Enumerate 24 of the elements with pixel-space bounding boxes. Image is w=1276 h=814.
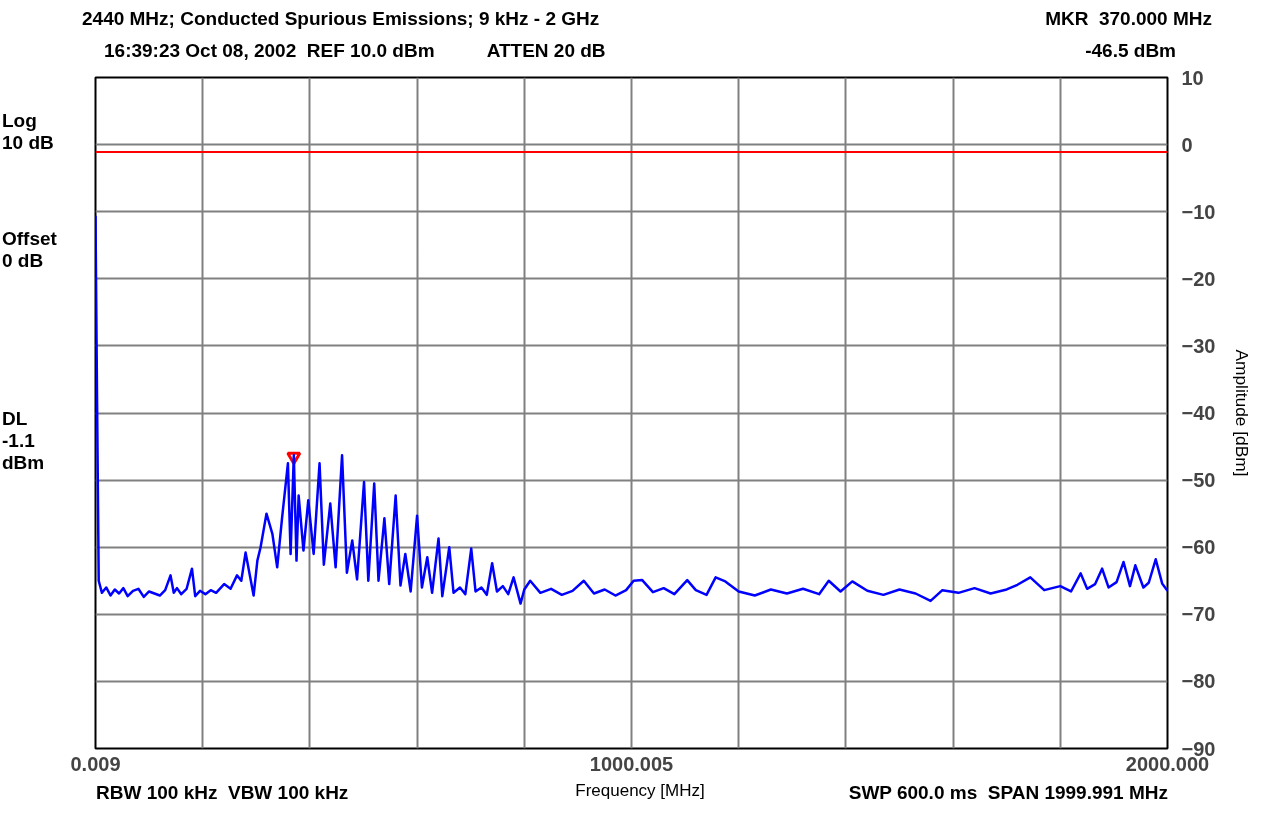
text: RBW 100 kHz VBW 100 kHz [96,782,349,804]
x-tick-label: 1000.005 [589,752,674,775]
text: -46.5 dBm [1085,40,1176,62]
y-tick-label: −40 [1181,402,1216,424]
y-tick-label: 0 [1181,133,1193,156]
chart-title: 2440 MHz; Conducted Spurious Emissions; 9 kHz - 2 GHz [82,8,600,30]
x-axis-title: Frequency [MHz] [575,780,705,802]
text: SWP 600.0 ms SPAN 1999.991 MHz [848,782,1168,804]
y-axis-title: Amplitude [dBm] [1232,349,1253,477]
text: Log 10 dB [2,110,54,154]
y-tick-label: −70 [1181,603,1216,626]
y-tick-label: −80 [1181,670,1216,693]
y-tick-label: −10 [1181,200,1216,223]
text: DL -1.1 dBm [2,408,45,474]
text: Offset 0 dB [2,228,57,272]
text: MKR 370.000 MHz [1045,8,1212,30]
x-tick-label: 0.009 [70,752,121,775]
y-tick-label: −30 [1181,334,1216,357]
y-tick-label: 10 [1181,66,1204,89]
chart-subtitle: 16:39:23 Oct 08, 2002 REF 10.0 dBm ATTEN 20 dB [104,40,606,62]
y-tick-label: −20 [1181,267,1216,290]
line-series [95,214,1168,605]
y-tick-label: −60 [1181,536,1216,559]
y-tick-label: −50 [1181,469,1216,492]
